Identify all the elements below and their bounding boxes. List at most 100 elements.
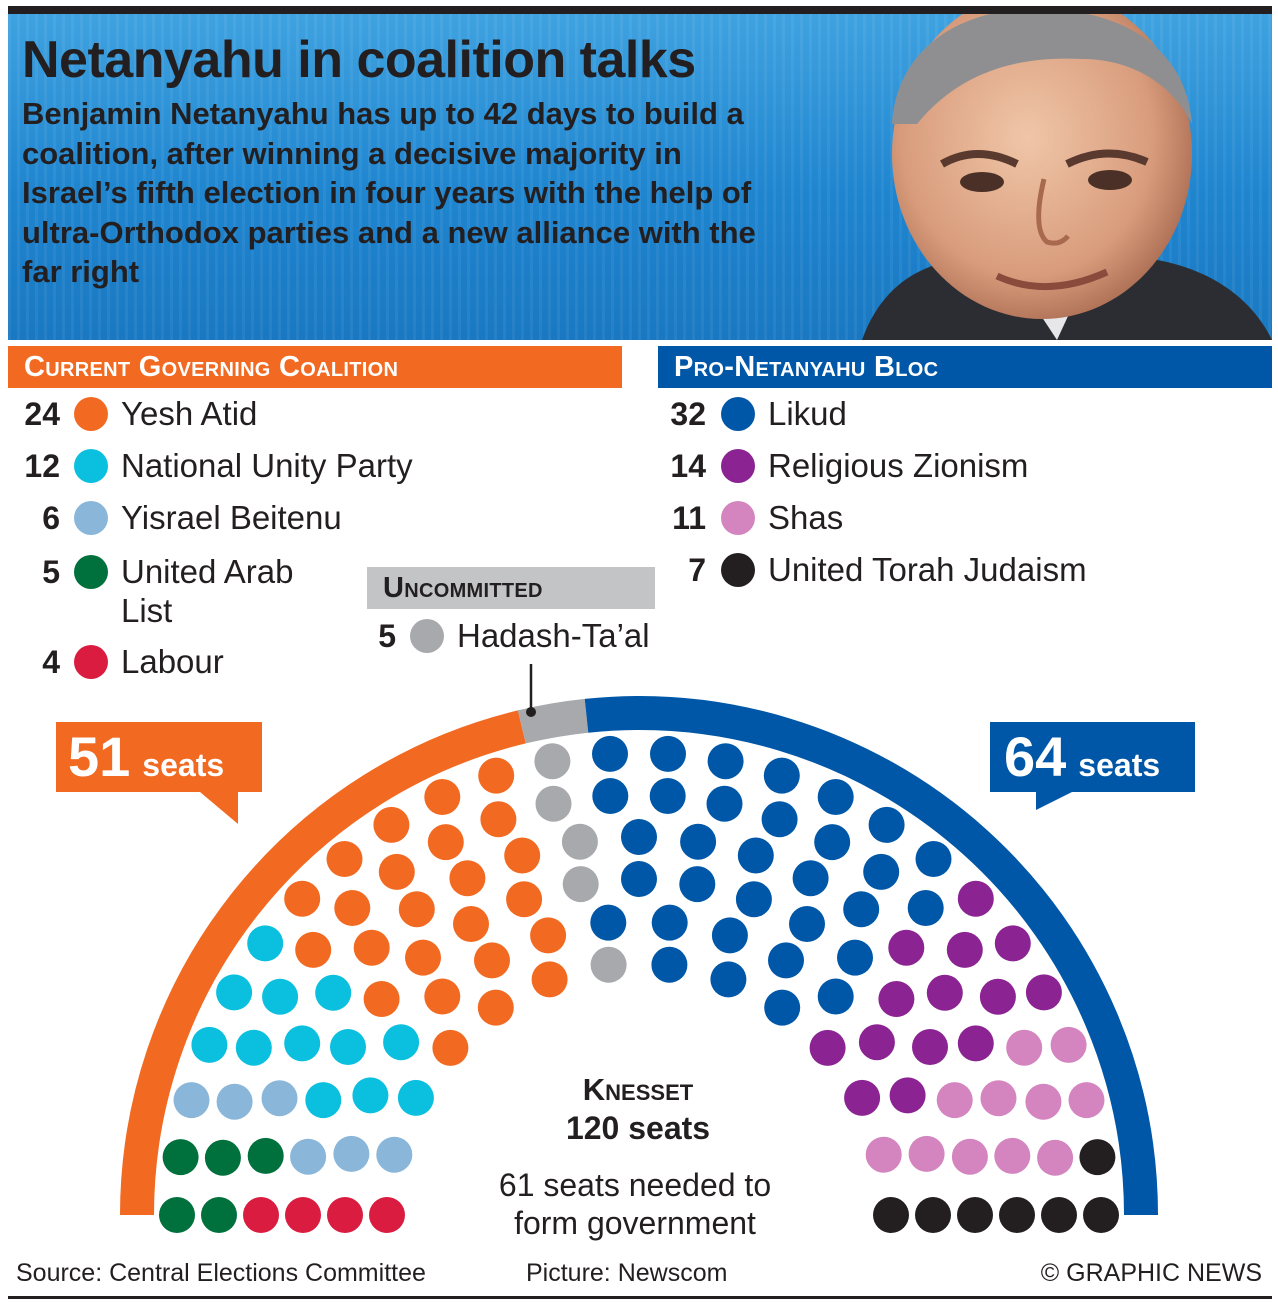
legend-label: Hadash-Ta’al — [457, 617, 650, 654]
seat-dot — [333, 1135, 370, 1172]
seat-dot — [453, 906, 489, 942]
seat-dot — [706, 785, 743, 822]
seat-dot — [1079, 1139, 1116, 1176]
legend-label: United Arab List — [121, 553, 294, 629]
seat-dot — [369, 1197, 405, 1233]
seat-dot — [397, 1079, 434, 1116]
seat-dot — [474, 942, 510, 979]
seat-dot — [326, 841, 363, 877]
seat-dot — [957, 1197, 993, 1233]
legend-dot — [74, 397, 108, 431]
bloc-arc — [120, 710, 526, 1216]
seat-dot — [915, 1197, 951, 1233]
seat-dot — [814, 824, 851, 861]
seat-dot — [768, 942, 804, 979]
legend-seats: 14 — [670, 448, 706, 484]
legend-label: Likud — [768, 395, 847, 432]
seat-dot — [710, 961, 747, 998]
seat-dot — [243, 1197, 279, 1233]
seat-dot — [477, 989, 514, 1026]
legend-label: Labour — [121, 643, 224, 680]
seat-dot — [478, 757, 515, 794]
seat-dot — [330, 1029, 366, 1065]
seat-dot — [761, 801, 798, 838]
legend-item-national-unity: 12 National Unity Party — [14, 444, 574, 488]
knesset-seats-label: 120 seats — [565, 1110, 711, 1146]
legend-item-yesh-atid: 24 Yesh Atid — [14, 392, 574, 436]
seat-dot — [979, 978, 1016, 1015]
seat-dot — [651, 946, 688, 983]
seat-dot — [912, 1029, 948, 1065]
seat-dot — [888, 929, 925, 966]
seat-dot — [1068, 1082, 1105, 1119]
seat-dot — [592, 735, 628, 772]
seat-dot — [946, 931, 983, 968]
seat-dot — [863, 853, 900, 890]
coalition-header: Current Governing Coalition — [8, 346, 622, 388]
seat-dot — [353, 929, 390, 966]
seat-dot — [957, 1025, 994, 1062]
legend-seats: 6 — [42, 500, 60, 536]
picture-credit: Picture: Newscom — [526, 1259, 728, 1287]
seat-dot — [173, 1082, 210, 1119]
source-note: Source: Central Elections Committee — [16, 1259, 426, 1287]
legend-label: United Torah Judaism — [768, 551, 1087, 588]
coalition-seat-count: 51 — [68, 725, 131, 788]
seat-dot — [262, 978, 299, 1015]
seat-dot — [680, 823, 717, 860]
seat-dot — [405, 939, 441, 976]
legend-item-united-torah-judaism: 7 United Torah Judaism — [660, 548, 1260, 592]
seat-dot — [980, 1080, 1017, 1117]
seat-dot — [504, 837, 541, 874]
legend-seats: 11 — [672, 500, 706, 536]
seat-dot — [216, 1083, 253, 1120]
legend-dot — [74, 555, 108, 589]
page-subtitle: Benjamin Netanyahu has up to 42 days to … — [22, 96, 756, 289]
seat-dot — [590, 904, 627, 941]
uncommitted-pointer-dot — [526, 707, 536, 717]
legend-label: Shas — [768, 499, 844, 536]
seat-dot — [809, 1029, 846, 1066]
seat-dot — [994, 925, 1031, 962]
seat-dot — [373, 806, 410, 843]
legend-dot — [721, 449, 755, 483]
legend-label: Yisrael Beitenu — [121, 499, 342, 536]
bloc-seat-count: 64 — [1004, 725, 1067, 788]
legend-item-united-arab-list: 5 United Arab List — [14, 550, 574, 634]
seat-dot — [792, 860, 829, 897]
knesset-label: Knesset — [582, 1072, 694, 1107]
seat-dot — [352, 1077, 389, 1114]
seat-dot — [363, 981, 400, 1017]
seat-dot — [159, 1197, 195, 1233]
seat-dot — [878, 981, 915, 1017]
legend-item-yisrael-beitenu: 6 Yisrael Beitenu — [14, 496, 574, 540]
legend-seats: 5 — [378, 618, 396, 654]
seat-dot — [735, 881, 772, 918]
seat-dot — [383, 1024, 420, 1061]
seat-dot — [936, 1082, 973, 1119]
seat-dot — [889, 1077, 926, 1114]
seat-dot — [789, 906, 825, 942]
seat-dot — [843, 891, 880, 928]
seat-dot — [763, 757, 800, 794]
legend-seats: 4 — [42, 644, 60, 680]
seat-dot — [707, 743, 744, 780]
page-title: Netanyahu in coalition talks — [22, 31, 696, 89]
seat-dot — [844, 1079, 881, 1116]
legend-seats: 12 — [24, 448, 60, 484]
bottom-rule — [8, 1296, 1272, 1299]
seat-dot — [999, 1197, 1035, 1233]
legend-item-shas: 11 Shas — [660, 496, 1260, 540]
legend-dot — [74, 645, 108, 679]
seat-dot — [201, 1197, 237, 1233]
seat-dot — [284, 1025, 321, 1062]
seat-dot — [817, 779, 854, 815]
legend-seats: 24 — [24, 396, 60, 432]
graphic-credit: © GRAPHIC NEWS — [1040, 1259, 1262, 1287]
bloc-arc — [584, 696, 1158, 1216]
portrait-photo — [862, 14, 1272, 340]
seat-dot — [837, 939, 873, 976]
seat-dot — [908, 1135, 945, 1172]
seat-dots — [159, 735, 1119, 1233]
legend-label: National Unity Party — [121, 447, 413, 484]
